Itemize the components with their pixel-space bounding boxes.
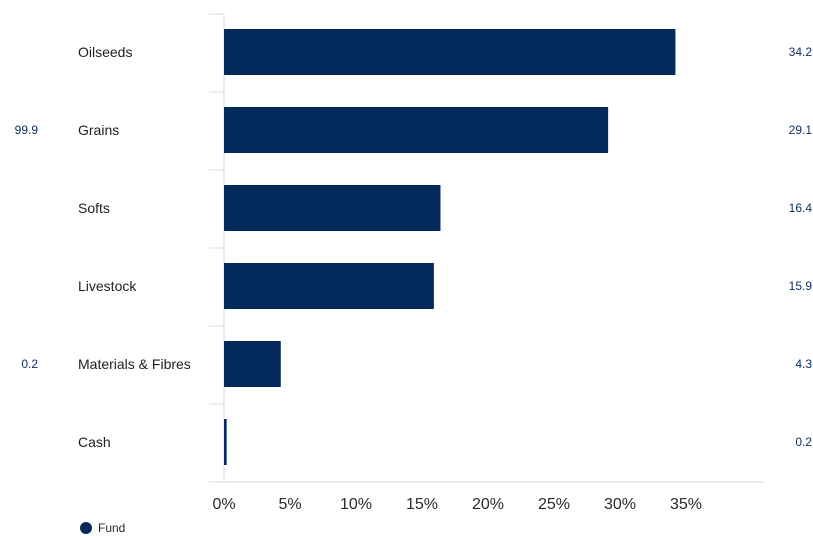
side-value-label: 99.9 xyxy=(15,123,39,137)
value-label: 15.9 xyxy=(789,279,813,293)
x-tick-label: 35% xyxy=(670,496,702,513)
category-label: Materials & Fibres xyxy=(78,356,191,372)
side-labels: 99.9 0.2 xyxy=(15,123,39,371)
value-label: 16.4 xyxy=(789,201,813,215)
bar-livestock xyxy=(224,263,434,309)
x-tick-label: 25% xyxy=(538,496,570,513)
category-label: Cash xyxy=(78,434,111,450)
bars-layer xyxy=(224,29,676,465)
value-label: 0.2 xyxy=(795,435,812,449)
value-label: 4.3 xyxy=(795,357,812,371)
value-labels: 34.2 29.1 16.4 15.9 4.3 0.2 xyxy=(789,45,813,449)
bar-cash xyxy=(224,419,227,465)
category-label: Softs xyxy=(78,200,110,216)
bar-oilseeds xyxy=(224,29,676,75)
value-label: 29.1 xyxy=(789,123,813,137)
axis-layer xyxy=(209,13,763,483)
x-tick-label: 30% xyxy=(604,496,636,513)
legend-marker xyxy=(80,522,92,534)
bar-materials-fibres xyxy=(224,341,281,387)
value-label: 34.2 xyxy=(789,45,813,59)
x-tick-label: 5% xyxy=(278,496,301,513)
category-labels: Oilseeds Grains Softs Livestock Materials & … xyxy=(78,44,191,450)
category-label: Livestock xyxy=(78,278,137,294)
bar-grains xyxy=(224,107,609,153)
x-tick-label: 0% xyxy=(212,496,235,513)
x-tick-label: 15% xyxy=(406,496,438,513)
x-tick-label: 20% xyxy=(472,496,504,513)
category-label: Grains xyxy=(78,122,119,138)
side-value-label: 0.2 xyxy=(21,357,38,371)
x-tick-label: 10% xyxy=(340,496,372,513)
category-label: Oilseeds xyxy=(78,44,132,60)
legend-label: Fund xyxy=(98,521,126,535)
bar-softs xyxy=(224,185,441,231)
x-tick-labels: 0% 5% 10% 15% 20% 25% 30% 35% xyxy=(212,496,702,513)
legend: Fund xyxy=(80,521,125,535)
